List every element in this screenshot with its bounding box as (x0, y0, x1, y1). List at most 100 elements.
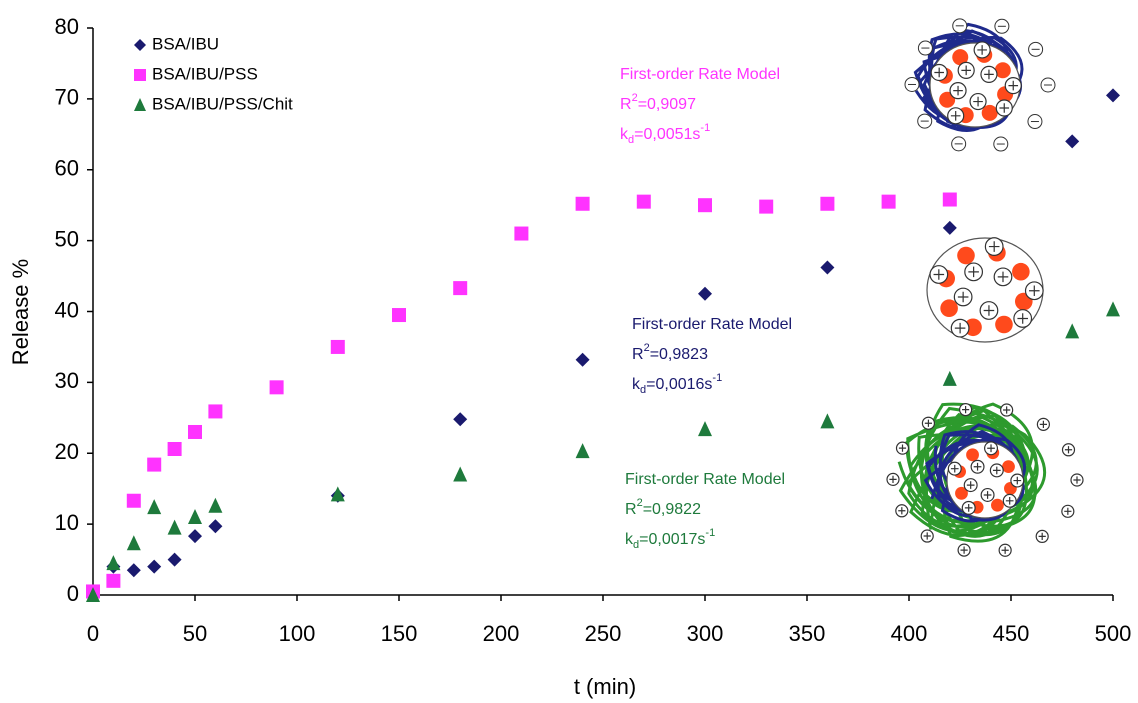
r-label: R (620, 96, 632, 113)
annotation-title: First-order Rate Model (632, 316, 792, 333)
x-tick-label: 0 (87, 621, 99, 646)
marker-square (208, 404, 222, 418)
marker-triangle (188, 509, 202, 524)
legend-label: BSA/IBU (152, 34, 219, 53)
marker-square (127, 494, 141, 508)
k-value: =0,0016s (646, 376, 712, 393)
r-label: R (625, 501, 637, 518)
legend-marker (134, 98, 146, 111)
marker-square (943, 193, 957, 207)
marker-triangle (698, 421, 712, 436)
annotation-title: First-order Rate Model (625, 471, 785, 488)
marker-square (147, 458, 161, 472)
marker-diamond (943, 221, 957, 235)
marker-square (882, 195, 896, 209)
y-tick-label: 70 (55, 85, 79, 110)
annotation-r2: R2=0,9823 (632, 342, 708, 363)
marker-square (576, 197, 590, 211)
marker-triangle (168, 520, 182, 535)
drug-dot (957, 247, 975, 265)
annotation-k: kd=0,0051s-1 (620, 122, 710, 146)
marker-square (759, 200, 773, 214)
drug-dot (966, 448, 979, 461)
marker-triangle (576, 443, 590, 458)
marker-square (331, 340, 345, 354)
marker-square (698, 198, 712, 212)
x-tick-label: 50 (183, 621, 207, 646)
legend-marker (134, 69, 146, 81)
marker-square (392, 308, 406, 322)
marker-triangle (820, 413, 834, 428)
chart: t (min) Release % 0 10 20 30 40 50 60 70 80 0 50 10… (0, 0, 1138, 703)
marker-diamond (168, 553, 182, 567)
drug-dot (1002, 460, 1015, 473)
legend-marker (134, 39, 146, 51)
annotation-k: kd=0,0017s-1 (625, 527, 715, 551)
marker-diamond (698, 287, 712, 301)
x-tick-label: 200 (483, 621, 520, 646)
legend-label: BSA/IBU/PSS (152, 64, 258, 83)
marker-triangle (1106, 301, 1120, 316)
legend-label: BSA/IBU/PSS/Chit (152, 94, 293, 113)
marker-triangle (943, 371, 957, 386)
y-tick-label: 20 (55, 439, 79, 464)
x-tick-label: 300 (687, 621, 724, 646)
marker-triangle (453, 467, 467, 482)
annotation-r2: R2=0,9097 (620, 92, 696, 113)
marker-square (514, 227, 528, 241)
r-value: =0,9097 (638, 96, 696, 113)
x-tick-label: 250 (585, 621, 622, 646)
marker-square (168, 442, 182, 456)
marker-square (820, 197, 834, 211)
marker-diamond (1065, 134, 1079, 148)
y-axis-title: Release % (8, 259, 33, 365)
k-sup: -1 (712, 372, 722, 384)
r-label: R (632, 346, 644, 363)
y-tick-label: 50 (55, 226, 79, 251)
marker-triangle (208, 498, 222, 513)
marker-triangle (127, 535, 141, 550)
marker-diamond (127, 563, 141, 577)
y-tick-label: 80 (55, 14, 79, 39)
marker-triangle (106, 555, 120, 570)
k-value: =0,0051s (634, 126, 700, 143)
marker-square (453, 281, 467, 295)
drug-dot (995, 316, 1013, 334)
x-tick-label: 100 (279, 621, 316, 646)
marker-diamond (576, 353, 590, 367)
drug-dot (1012, 263, 1030, 281)
marker-square (637, 195, 651, 209)
marker-square (270, 380, 284, 394)
x-tick-label: 350 (789, 621, 826, 646)
illustrations (887, 19, 1083, 556)
y-tick-label: 40 (55, 297, 79, 322)
k-sup: -1 (705, 527, 715, 539)
marker-triangle (147, 499, 161, 514)
y-tick-label: 30 (55, 368, 79, 393)
y-tick-label: 10 (55, 510, 79, 535)
marker-diamond (188, 529, 202, 543)
marker-diamond (208, 519, 222, 533)
x-axis-title: t (min) (574, 674, 636, 699)
marker-diamond (147, 560, 161, 574)
k-value: =0,0017s (639, 531, 705, 548)
annotation-k: kd=0,0016s-1 (632, 372, 722, 396)
r-value: =0,9822 (643, 501, 701, 518)
x-tick-label: 500 (1095, 621, 1132, 646)
drug-dot (991, 499, 1004, 512)
marker-square (106, 574, 120, 588)
x-tick-label: 400 (891, 621, 928, 646)
marker-diamond (1106, 88, 1120, 102)
marker-triangle (1065, 323, 1079, 338)
annotation-title: First-order Rate Model (620, 66, 780, 83)
annotation-r2: R2=0,9822 (625, 497, 701, 518)
y-tick-label: 0 (67, 581, 79, 606)
x-tick-label: 150 (381, 621, 418, 646)
marker-square (188, 425, 202, 439)
y-tick-label: 60 (55, 156, 79, 181)
k-sup: -1 (700, 122, 710, 134)
r-value: =0,9823 (650, 346, 708, 363)
marker-diamond (820, 261, 834, 275)
marker-diamond (453, 412, 467, 426)
x-tick-label: 450 (993, 621, 1030, 646)
